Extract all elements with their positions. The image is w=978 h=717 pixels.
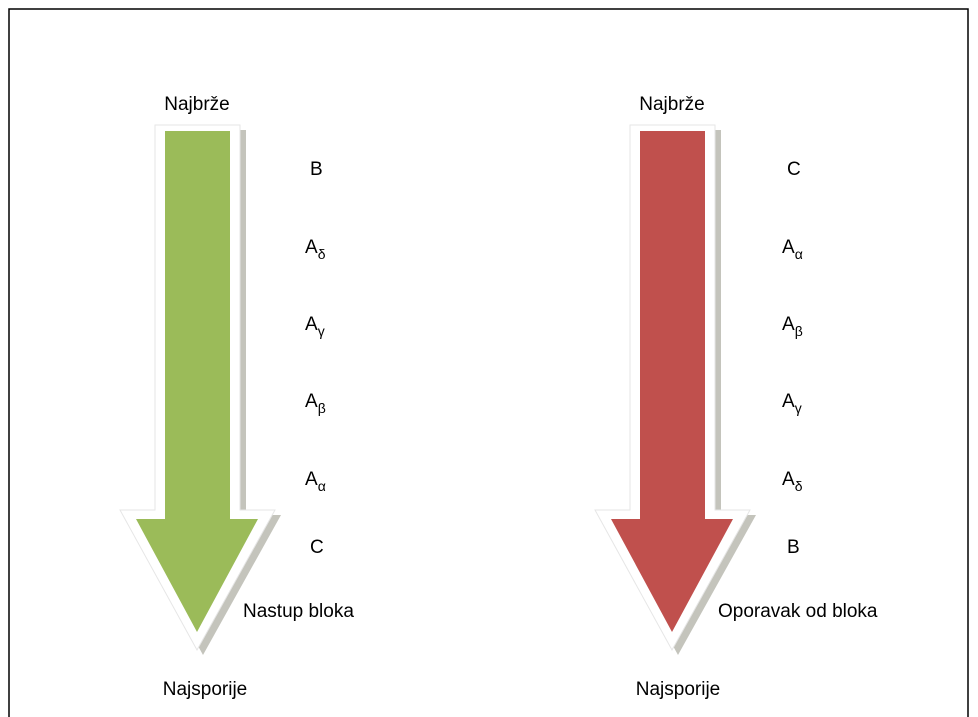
item-label: Aβ — [782, 314, 803, 339]
letter: A — [305, 314, 318, 335]
caption: Oporavak od bloka — [718, 601, 878, 622]
letter: A — [782, 237, 795, 258]
subscript: β — [318, 400, 326, 416]
letter: A — [305, 469, 318, 490]
letter: B — [787, 537, 800, 558]
subscript: γ — [318, 323, 325, 339]
top-label: Najbrže — [164, 94, 229, 115]
item-label: B — [787, 537, 800, 558]
item-label: Aγ — [782, 391, 802, 416]
item-label: B — [310, 159, 323, 180]
red-arrow — [594, 124, 756, 655]
letter: A — [305, 391, 318, 412]
subscript: γ — [795, 400, 802, 416]
item-label: C — [310, 537, 324, 558]
bottom-label: Najsporije — [636, 679, 720, 700]
letter: A — [782, 469, 795, 490]
letter: A — [305, 237, 318, 258]
subscript: α — [318, 478, 326, 494]
letter: C — [787, 159, 801, 180]
item-label: Aδ — [305, 237, 326, 262]
letter: A — [782, 314, 795, 335]
subscript: δ — [795, 478, 803, 494]
item-label: Aγ — [305, 314, 325, 339]
frame — [8, 8, 969, 717]
item-label: Aβ — [305, 391, 326, 416]
bottom-label: Najsporije — [163, 679, 247, 700]
letter: A — [782, 391, 795, 412]
caption: Nastup bloka — [243, 601, 354, 622]
item-label: C — [787, 159, 801, 180]
subscript: α — [795, 246, 803, 262]
letter: B — [310, 159, 323, 180]
item-label: Aα — [782, 237, 803, 262]
subscript: δ — [318, 246, 326, 262]
item-label: Aα — [305, 469, 326, 494]
green-arrow — [119, 124, 281, 655]
top-label: Najbrže — [639, 94, 704, 115]
subscript: β — [795, 323, 803, 339]
item-label: Aδ — [782, 469, 803, 494]
letter: C — [310, 537, 324, 558]
